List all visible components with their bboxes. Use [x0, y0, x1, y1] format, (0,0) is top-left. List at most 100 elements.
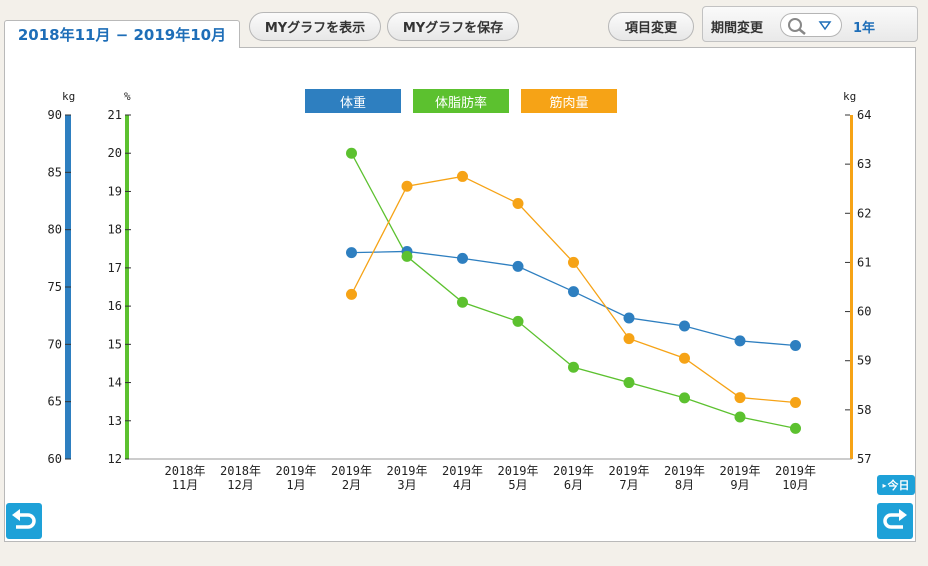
x-tick-label: 11月: [172, 478, 198, 492]
axis-tick-label-left2: 16: [108, 299, 122, 313]
data-point-left1: [790, 339, 801, 351]
period-range-tab: 2018年11月 − 2019年10月: [4, 20, 240, 48]
x-tick-label: 2018年: [165, 464, 206, 478]
x-tick-label: 2018年: [220, 464, 261, 478]
data-point-left1: [679, 320, 690, 332]
x-tick-label: 2019年: [387, 464, 428, 478]
axis-tick-label-right: 61: [857, 255, 871, 269]
change-items-button[interactable]: 項目変更: [608, 12, 694, 41]
axis-tick-label-left2: 21: [108, 108, 122, 122]
data-point-right: [568, 256, 579, 268]
x-tick-label: 2019年: [609, 464, 650, 478]
x-tick-label: 2月: [342, 478, 361, 492]
data-point-left1: [623, 312, 635, 324]
back-arrow-icon: [12, 509, 36, 529]
data-point-left2: [401, 250, 413, 262]
axis-tick-label-left1: 60: [48, 452, 62, 466]
today-marker-icon: ▸: [882, 480, 887, 490]
axis-tick-label-right: 57: [857, 452, 871, 466]
legend-body-fat[interactable]: 体脂肪率: [413, 89, 509, 113]
data-point-left2: [346, 147, 357, 159]
axis-tick-label-left2: 17: [108, 261, 122, 275]
data-point-left2: [734, 411, 746, 423]
axis-bar-right: [850, 115, 853, 459]
axis-tick-label-left2: 14: [108, 376, 122, 390]
forward-button[interactable]: [877, 503, 913, 539]
x-tick-label: 2019年: [775, 464, 816, 478]
x-tick-label: 2019年: [276, 464, 317, 478]
axis-tick-label-left1: 70: [48, 337, 62, 351]
x-tick-label: 2019年: [331, 464, 372, 478]
left-fat-unit: %: [124, 90, 131, 103]
x-tick-label: 6月: [564, 478, 583, 492]
x-tick-label: 8月: [675, 478, 694, 492]
x-tick-label: 3月: [397, 478, 416, 492]
today-label: 今日: [887, 479, 910, 492]
change-period-label: 期間変更: [711, 21, 764, 36]
legend-muscle[interactable]: 筋肉量: [521, 89, 617, 113]
period-selector: 期間変更 1年: [702, 6, 918, 42]
data-point-right: [623, 333, 635, 345]
axis-tick-label-left2: 19: [108, 184, 122, 198]
data-point-right: [401, 180, 413, 192]
axis-tick-label-right: 63: [857, 157, 871, 171]
data-point-left2: [790, 422, 801, 434]
today-button[interactable]: ▸ 今日: [877, 475, 915, 495]
axis-tick-label-left1: 85: [48, 165, 62, 179]
data-point-right: [512, 197, 524, 209]
data-point-left2: [512, 315, 524, 327]
axis-tick-label-left2: 12: [108, 452, 122, 466]
magnifier-icon: [788, 18, 806, 35]
data-point-left2: [623, 377, 635, 389]
axis-tick-label-right: 59: [857, 354, 871, 368]
x-tick-label: 4月: [453, 478, 472, 492]
data-point-left1: [734, 335, 746, 347]
axis-tick-label-left2: 18: [108, 223, 122, 237]
save-my-graph-button[interactable]: MYグラフを保存: [387, 12, 519, 41]
axis-tick-label-left1: 65: [48, 395, 62, 409]
axis-tick-label-left2: 15: [108, 337, 122, 351]
data-point-right: [790, 396, 801, 408]
data-point-left2: [457, 296, 468, 308]
x-tick-label: 12月: [227, 478, 253, 492]
axis-tick-label-right: 60: [857, 305, 871, 319]
x-tick-label: 9月: [730, 478, 749, 492]
legend-weight[interactable]: 体重: [305, 89, 401, 113]
x-tick-label: 2019年: [553, 464, 594, 478]
right-muscle-unit: kg: [843, 90, 857, 103]
axis-tick-label-right: 62: [857, 206, 871, 220]
x-tick-label: 10月: [782, 478, 808, 492]
data-point-left1: [346, 247, 357, 259]
forward-arrow-icon: [883, 509, 907, 529]
period-dropdown[interactable]: [780, 13, 842, 37]
data-point-left1: [568, 286, 579, 298]
data-point-right: [679, 352, 690, 364]
axis-tick-label-left2: 13: [108, 414, 122, 428]
data-point-left1: [512, 260, 524, 272]
data-point-right: [346, 288, 357, 300]
axis-tick-label-left1: 80: [48, 223, 62, 237]
axis-tick-label-left2: 20: [108, 146, 122, 160]
x-tick-label: 1月: [286, 478, 305, 492]
data-point-left2: [679, 392, 690, 404]
axis-tick-label-right: 58: [857, 403, 871, 417]
axis-tick-label-left1: 75: [48, 280, 62, 294]
x-tick-label: 2019年: [442, 464, 483, 478]
x-tick-label: 2019年: [720, 464, 761, 478]
x-tick-label: 2019年: [664, 464, 705, 478]
axis-tick-label-right: 64: [857, 108, 871, 122]
back-button[interactable]: [6, 503, 42, 539]
data-point-right: [457, 170, 468, 182]
x-tick-label: 7月: [619, 478, 638, 492]
x-tick-label: 5月: [508, 478, 527, 492]
axis-tick-label-left1: 90: [48, 108, 62, 122]
x-tick-label: 2019年: [498, 464, 539, 478]
data-point-right: [734, 392, 746, 404]
left-weight-unit: kg: [62, 90, 76, 103]
data-point-left2: [568, 361, 579, 373]
show-my-graph-button[interactable]: MYグラフを表示: [249, 12, 381, 41]
data-point-left1: [457, 252, 468, 264]
triangle-down-icon: [818, 21, 832, 31]
period-value: 1年: [853, 21, 876, 36]
